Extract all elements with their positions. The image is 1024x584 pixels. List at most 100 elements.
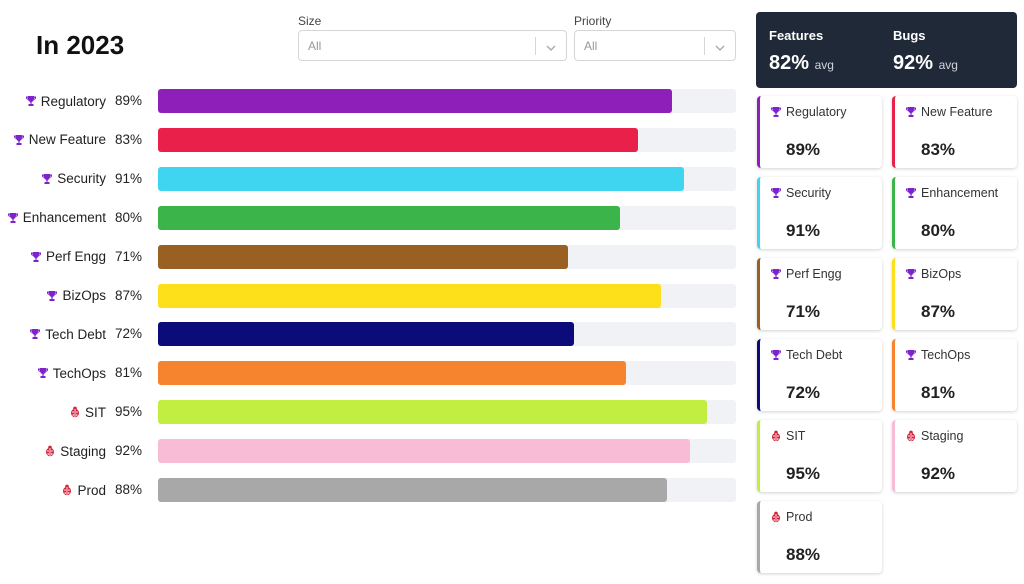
card-label: TechOps [905, 348, 970, 362]
summary-label: Features [769, 28, 824, 43]
bar [158, 439, 690, 464]
card-label: Staging [905, 429, 963, 443]
card-value: 80% [921, 221, 956, 240]
card-label-text: Enhancement [921, 186, 999, 200]
card-label: Enhancement [905, 186, 998, 200]
category-label: New Feature [28, 132, 106, 148]
bar [158, 400, 708, 425]
card-label-text: BizOps [921, 267, 962, 281]
value-label: 80% [115, 209, 143, 225]
category-card: BizOps 87% [892, 258, 1017, 330]
card-label-text: Perf Engg [786, 267, 842, 281]
category-label: Security [57, 171, 106, 187]
bar [158, 244, 569, 269]
filter-value: All [308, 39, 322, 53]
card-label-text: TechOps [921, 348, 971, 362]
trophy-icon [7, 212, 19, 224]
card-label: Regulatory [770, 105, 846, 119]
card-value: 81% [921, 383, 956, 402]
card-value: 72% [786, 383, 821, 402]
bug-icon [61, 484, 73, 496]
card-label-text: Security [786, 186, 832, 200]
separator [535, 37, 536, 55]
trophy-icon [41, 173, 53, 185]
row-label: Regulatory [0, 89, 106, 113]
category-card: SIT 95% [757, 420, 882, 492]
trophy-icon [29, 328, 41, 340]
card-label: Perf Engg [770, 267, 842, 281]
chevron [546, 41, 556, 55]
value-label: 92% [115, 443, 143, 459]
summary-value: 82% avg [769, 52, 834, 75]
category-label: SIT [84, 404, 106, 420]
category-card: Security 91% [757, 177, 882, 249]
card-label: Security [770, 186, 831, 200]
category-card: Prod 88% [757, 501, 882, 573]
trophy-icon [770, 187, 782, 199]
bug-icon [770, 511, 782, 523]
summary-value: 92% avg [893, 52, 958, 75]
row-label: New Feature [0, 128, 106, 152]
bug-icon [770, 430, 782, 442]
category-label: Tech Debt [45, 326, 106, 342]
card-value: 95% [786, 464, 821, 483]
value-label: 89% [115, 93, 143, 108]
card-label-text: Staging [921, 429, 964, 443]
value-label: 95% [115, 404, 143, 420]
bug-icon [905, 430, 917, 442]
summary-value-text: 92% [893, 52, 934, 74]
card-value: 83% [921, 140, 956, 159]
card-label-text: Tech Debt [786, 348, 843, 362]
trophy-icon [905, 268, 917, 280]
category-card: Perf Engg 71% [757, 258, 882, 330]
chevron [715, 41, 725, 55]
bar [158, 283, 661, 308]
trophy-icon [770, 349, 782, 361]
card-label: SIT [770, 429, 805, 443]
card-label-text: New Feature [921, 105, 993, 119]
category-label: TechOps [52, 365, 106, 381]
trophy-icon [905, 349, 917, 361]
category-card: Staging 92% [892, 420, 1017, 492]
value-label: 71% [115, 248, 143, 264]
trophy-icon [37, 367, 49, 379]
category-label: Prod [77, 482, 106, 498]
category-card: Tech Debt 72% [757, 339, 882, 411]
row-label: Tech Debt [0, 322, 106, 346]
summary-label: Bugs [893, 28, 926, 43]
category-label: Staging [60, 443, 106, 459]
category-label: Perf Engg [45, 249, 106, 265]
bar [158, 361, 627, 386]
bug-icon [69, 406, 81, 418]
card-label: BizOps [905, 267, 961, 281]
category-card: New Feature 83% [892, 96, 1017, 168]
row-label: Perf Engg [0, 245, 106, 269]
card-label: New Feature [905, 105, 993, 119]
value-label: 91% [115, 170, 143, 186]
card-label-text: Prod [786, 510, 813, 524]
summary-panel: Features 82% avg Bugs 92% avg [756, 12, 1017, 88]
row-label: Staging [0, 439, 106, 463]
filter-select[interactable]: All [574, 30, 736, 61]
row-label: BizOps [0, 284, 106, 308]
trophy-icon [13, 134, 25, 146]
card-value: 88% [786, 545, 821, 564]
trophy-icon [46, 290, 58, 302]
trophy-icon [770, 268, 782, 280]
bar [158, 166, 684, 191]
card-label: Tech Debt [770, 348, 842, 362]
category-card: Enhancement 80% [892, 177, 1017, 249]
trophy-icon [770, 106, 782, 118]
filter-label: Size [298, 14, 322, 28]
bar [158, 478, 667, 502]
row-label: Prod [0, 478, 106, 502]
card-value: 91% [786, 221, 821, 240]
row-label: SIT [0, 400, 106, 424]
filter-value: All [584, 39, 598, 53]
value-label: 88% [115, 482, 143, 497]
card-label-text: Regulatory [786, 105, 847, 119]
filter-select[interactable]: All [298, 30, 567, 61]
card-label-text: SIT [786, 429, 806, 443]
bar [158, 322, 575, 347]
summary-unit: avg [814, 58, 834, 72]
